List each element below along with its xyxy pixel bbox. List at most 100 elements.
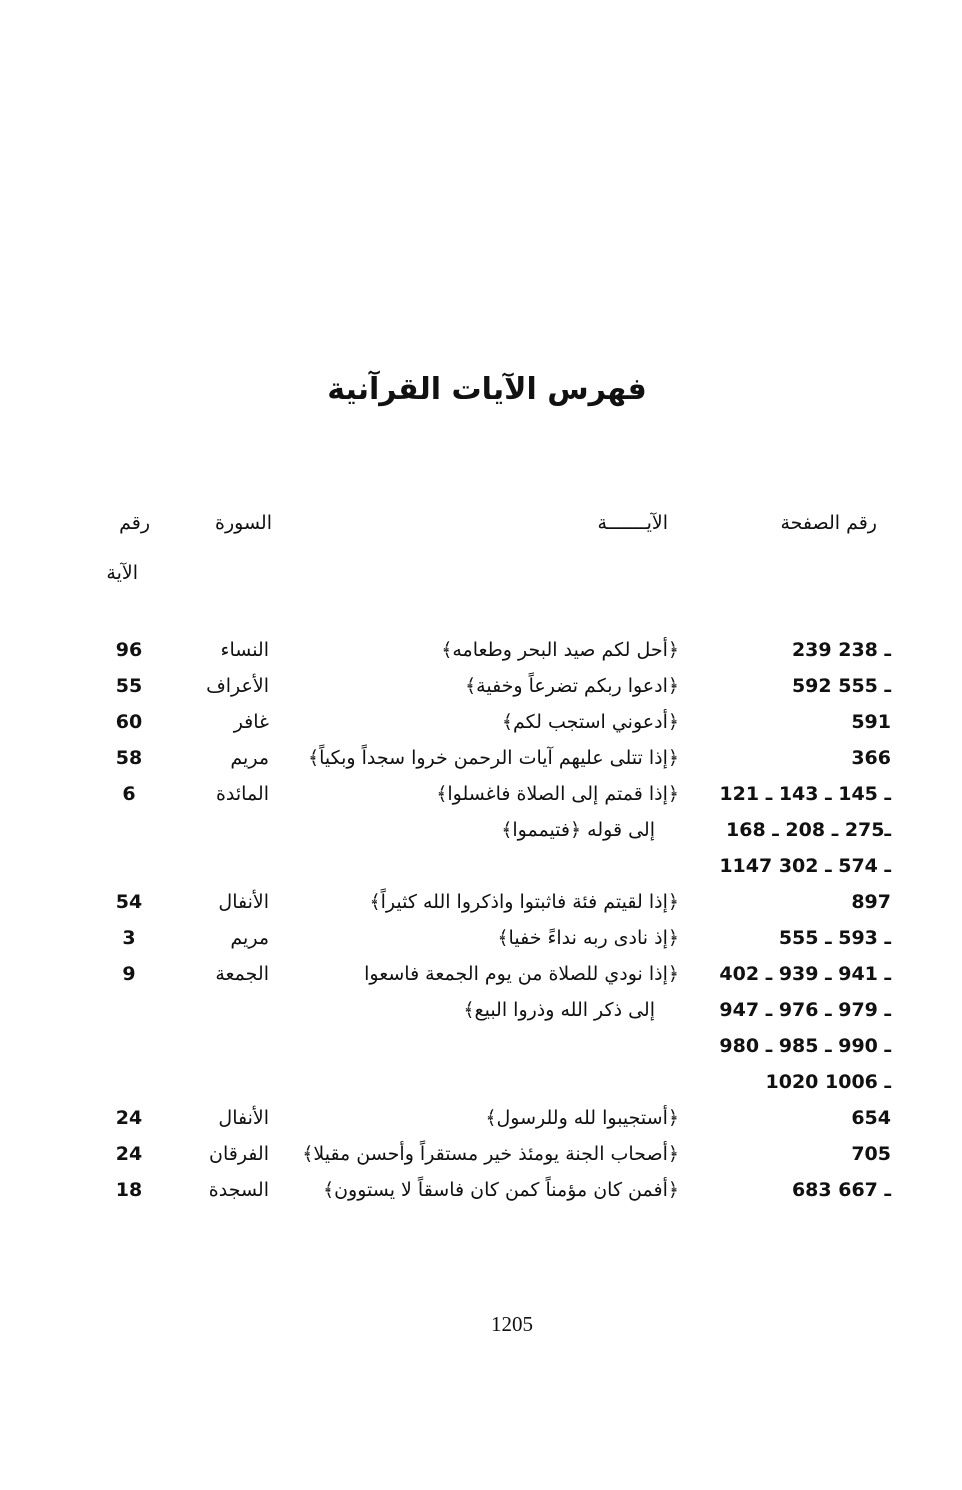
- verse-text-cell: ﴿إذا تتلى عليهم آيات الرحمن خروا سجداً و…: [269, 740, 679, 776]
- page-references: 683 ـ 667: [791, 1179, 891, 1201]
- ayah-number-cell: [100, 992, 158, 1028]
- ayah-number: 96: [115, 639, 143, 661]
- surah-name-cell: الأعراف: [158, 668, 269, 704]
- ayah-number-cell: [100, 848, 158, 884]
- ayah-number-cell: 24: [100, 1100, 158, 1136]
- page-references-cell: 1147 ـ 574 ـ 302: [679, 848, 891, 884]
- page-references-cell: ـ275 ـ 208 ـ 168: [679, 812, 891, 848]
- surah-name: النساء: [220, 639, 269, 661]
- page-references-cell: 239 ـ 238: [679, 632, 891, 668]
- ayah-number: 24: [115, 1107, 143, 1129]
- page-references: 1020 ـ 1006: [765, 1071, 892, 1093]
- surah-name-cell: مريم: [158, 740, 269, 776]
- surah-name: مريم: [230, 927, 269, 949]
- verse-text-cell: ﴿أصحاب الجنة يومئذ خير مستقراً وأحسن مقي…: [269, 1136, 679, 1172]
- table-row: 366 ﴿إذا تتلى عليهم آيات الرحمن خروا سجدا…: [100, 740, 891, 776]
- ayah-number-cell: 55: [100, 668, 158, 704]
- verse-text-cell: ﴿أفمن كان مؤمناً كمن كان فاسقاً لا يستوو…: [269, 1172, 679, 1208]
- table-row: ـ275 ـ 208 ـ 168 إلى قوله ﴿فتيمموا﴾: [100, 812, 891, 848]
- table-row: 1020 ـ 1006: [100, 1064, 892, 1100]
- ayah-number: 9: [122, 963, 136, 985]
- verse-text-cell: ﴿إذ نادى ربه نداءً خفيا﴾: [269, 920, 679, 956]
- page-references: ـ 979 ـ 976 ـ 947: [719, 999, 891, 1021]
- surah-name: السجدة: [208, 1179, 269, 1201]
- page-references: 592 ـ 555: [791, 675, 891, 697]
- verse-text: ﴿إذا قمتم إلى الصلاة فاغسلوا﴾: [436, 783, 679, 805]
- surah-name-cell: الفرقان: [158, 1136, 269, 1172]
- surah-name-cell: [158, 1064, 269, 1100]
- verse-text-cell: ﴿أحل لكم صيد البحر وطعامه﴾: [269, 632, 679, 668]
- surah-name: مريم: [230, 747, 269, 769]
- surah-name-cell: المائدة: [158, 776, 269, 812]
- table-row: 683 ـ 667 ﴿أفمن كان مؤمناً كمن كان فاسقاً…: [100, 1172, 891, 1208]
- ayah-number-cell: [100, 812, 158, 848]
- verse-text-cell: ﴿إذا قمتم إلى الصلاة فاغسلوا﴾: [269, 776, 679, 812]
- header-surah: السورة: [215, 512, 272, 534]
- page-references: 239 ـ 238: [791, 639, 891, 661]
- surah-name: المائدة: [215, 783, 269, 805]
- page-references-cell: 897: [679, 884, 891, 920]
- table-row: 897 ﴿إذا لقيتم فئة فاثبتوا واذكروا الله ك…: [100, 884, 891, 920]
- surah-name: غافر: [233, 711, 269, 733]
- verse-text: ﴿أفمن كان مؤمناً كمن كان فاسقاً لا يستوو…: [322, 1179, 679, 1201]
- surah-name: الفرقان: [209, 1143, 269, 1165]
- table-row: 592 ـ 555 ﴿ادعوا ربكم تضرعاً وخفية﴾ الأعرا…: [100, 668, 891, 704]
- page-references: 1147 ـ 574 ـ 302: [719, 855, 891, 877]
- ayah-number: 55: [115, 675, 143, 697]
- ayah-number-cell: [100, 1064, 158, 1100]
- page-title: فهرس الآيات القرآنية: [327, 372, 647, 407]
- verse-text: ﴿إذا تتلى عليهم آيات الرحمن خروا سجداً و…: [307, 747, 679, 769]
- page-references: 654: [851, 1107, 891, 1129]
- page-references-cell: ـ 145 ـ 143 ـ 121: [679, 776, 891, 812]
- ayah-number: 58: [115, 747, 143, 769]
- ayah-number-cell: 54: [100, 884, 158, 920]
- page-references: ـ 593 ـ 555: [778, 927, 891, 949]
- page-references-cell: 1020 ـ 1006: [679, 1064, 892, 1100]
- verse-text: ﴿أستجيبوا لله وللرسول﴾: [485, 1107, 679, 1129]
- verse-text-cell: ﴿إذا نودي للصلاة من يوم الجمعة فاسعوا: [269, 956, 679, 992]
- page-references: 366: [851, 747, 891, 769]
- verse-text-cell: [269, 848, 679, 884]
- page-references: ـ 941 ـ 939 ـ 402: [719, 963, 891, 985]
- verse-text-cell: [269, 1028, 679, 1064]
- surah-name-cell: النساء: [158, 632, 269, 668]
- table-row: 591 ﴿أدعوني استجب لكم﴾ غافر 60: [100, 704, 891, 740]
- page-references: 591: [851, 711, 891, 733]
- ayah-number-cell: 60: [100, 704, 158, 740]
- page-references-cell: ـ 990 ـ 985 ـ 980: [679, 1028, 891, 1064]
- verse-text-cell: ﴿إذا لقيتم فئة فاثبتوا واذكروا الله كثير…: [269, 884, 679, 920]
- table-row: 1147 ـ 574 ـ 302: [100, 848, 891, 884]
- ayah-number-cell: [100, 1028, 158, 1064]
- ayah-number-cell: 18: [100, 1172, 158, 1208]
- header-ayah-number-line2: الآية: [106, 562, 138, 584]
- verse-text: ﴿أحل لكم صيد البحر وطعامه﴾: [441, 639, 679, 661]
- table-row: ـ 979 ـ 976 ـ 947 إلى ذكر الله وذروا البي…: [100, 992, 891, 1028]
- verse-text: ﴿إذا لقيتم فئة فاثبتوا واذكروا الله كثير…: [369, 891, 679, 913]
- verse-text: ﴿أدعوني استجب لكم﴾: [501, 711, 679, 733]
- verse-text: إلى ذكر الله وذروا البيع﴾: [463, 999, 655, 1021]
- header-ayah-number: رقم: [119, 512, 150, 534]
- surah-name-cell: الأنفال: [158, 1100, 269, 1136]
- table-row: 654 ﴿أستجيبوا لله وللرسول﴾ الأنفال 24: [100, 1100, 891, 1136]
- page-references: ـ 990 ـ 985 ـ 980: [719, 1035, 891, 1057]
- page-references: 897: [851, 891, 891, 913]
- ayah-number-cell: 58: [100, 740, 158, 776]
- verse-text-cell: [269, 1064, 679, 1100]
- page-references-cell: ـ 593 ـ 555: [679, 920, 891, 956]
- surah-name: الأعراف: [206, 675, 269, 697]
- table-row: ـ 145 ـ 143 ـ 121 ﴿إذا قمتم إلى الصلاة فا…: [100, 776, 891, 812]
- page-references: 705: [851, 1143, 891, 1165]
- ayah-number-cell: 3: [100, 920, 158, 956]
- page-references-cell: 654: [679, 1100, 891, 1136]
- page-references-cell: ـ 941 ـ 939 ـ 402: [679, 956, 891, 992]
- surah-name-cell: [158, 992, 269, 1028]
- ayah-number-cell: 24: [100, 1136, 158, 1172]
- table-row: ـ 593 ـ 555 ﴿إذ نادى ربه نداءً خفيا﴾ مريم 3: [100, 920, 891, 956]
- surah-name-cell: [158, 1028, 269, 1064]
- ayah-number: 54: [115, 891, 143, 913]
- ayah-number: 24: [115, 1143, 143, 1165]
- verse-text-cell: ﴿أستجيبوا لله وللرسول﴾: [269, 1100, 679, 1136]
- verse-text: ﴿أصحاب الجنة يومئذ خير مستقراً وأحسن مقي…: [302, 1143, 679, 1165]
- ayah-number-cell: 9: [100, 956, 158, 992]
- table-row: 705 ﴿أصحاب الجنة يومئذ خير مستقراً وأحسن …: [100, 1136, 891, 1172]
